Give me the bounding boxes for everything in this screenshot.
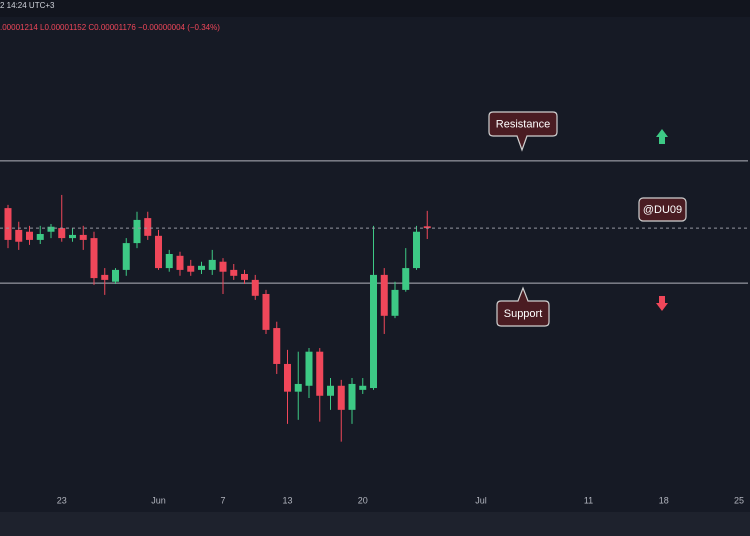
candle-body — [413, 231, 420, 269]
x-tick-label: 13 — [282, 495, 292, 505]
candle-body — [230, 269, 238, 276]
x-tick-label: 18 — [659, 495, 669, 505]
candle-body — [198, 265, 205, 270]
candle-body — [391, 289, 399, 316]
candle-body — [155, 235, 162, 269]
candle-body — [370, 274, 377, 389]
candle-body — [79, 234, 87, 240]
x-tick-label: 23 — [57, 495, 67, 505]
annotation: Support — [504, 308, 543, 320]
candle-body — [316, 351, 324, 396]
candle-body — [112, 269, 119, 282]
x-tick-label: Jun — [151, 495, 166, 505]
candle-body — [165, 254, 173, 269]
annotations: Resistance @DU09 Support — [488, 111, 687, 327]
candle-body — [47, 226, 55, 232]
candle-body — [69, 234, 76, 239]
candle-body — [4, 208, 12, 240]
candle-body — [26, 231, 33, 240]
annotation: Resistance — [496, 118, 550, 130]
candle-body — [305, 351, 313, 386]
candle-body — [122, 243, 130, 270]
annotation: @DU09 — [643, 204, 682, 216]
tag-box — [638, 197, 687, 222]
x-tick-label: 7 — [220, 495, 225, 505]
x-tick-label: 11 — [584, 495, 593, 505]
candle-body — [284, 363, 291, 392]
candle-body — [402, 268, 410, 290]
support-box — [496, 286, 550, 327]
candle-body — [176, 255, 184, 270]
x-tick-label: 20 — [358, 495, 368, 505]
candle-body — [101, 274, 109, 280]
candle-body — [133, 219, 141, 244]
down-arrow — [656, 296, 668, 311]
candle-body — [273, 328, 281, 364]
candle-body — [36, 234, 44, 240]
candle-body — [262, 293, 270, 330]
info-time: 2 14:24 UTC+3 — [0, 1, 55, 10]
candle-body — [327, 385, 334, 396]
bottom-bar — [0, 512, 750, 536]
candle-body — [90, 238, 98, 279]
candle-body — [15, 229, 23, 242]
x-tick-label: 25 — [734, 495, 744, 505]
candle-body — [380, 274, 388, 316]
candle-body — [294, 383, 302, 392]
candle-body — [219, 261, 227, 272]
info-ohlc: .00001214 L0.00001152 C0.00001176 −0.000… — [0, 23, 220, 32]
candle-body — [187, 265, 195, 272]
candle-body — [348, 383, 356, 410]
candle-body — [208, 259, 216, 270]
x-tick-label: Jul — [475, 495, 487, 505]
candle-body — [58, 228, 66, 239]
top-bar — [0, 0, 750, 17]
candle-body — [241, 273, 248, 280]
resistance-box — [488, 111, 558, 152]
candle-body — [359, 385, 367, 390]
candle-body — [423, 226, 431, 229]
candle-body — [144, 218, 152, 236]
candle-body — [251, 279, 259, 296]
up-arrow — [656, 129, 668, 144]
candle-body — [337, 385, 345, 410]
